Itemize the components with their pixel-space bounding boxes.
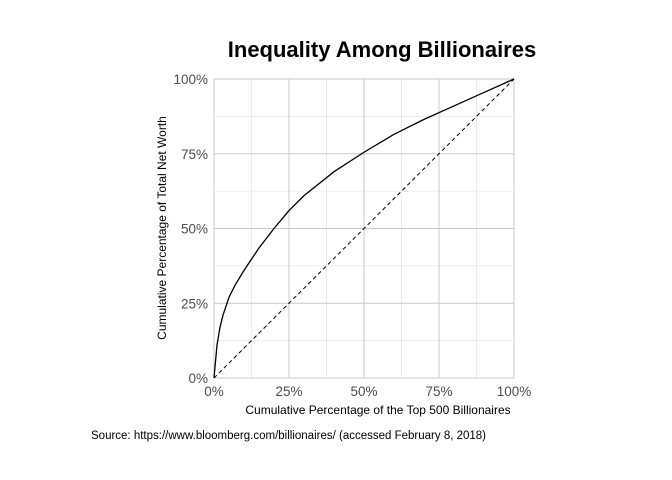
x-tick-label: 100%: [497, 384, 532, 399]
y-axis-ticks: 0% 25% 50% 75% 100%: [173, 72, 208, 386]
chart-title: Inequality Among Billionaires: [228, 37, 536, 62]
x-tick-label: 50%: [350, 384, 377, 399]
series-layer: [213, 78, 515, 379]
y-tick-label: 75%: [181, 147, 208, 162]
equality-line: [213, 78, 515, 379]
source-caption: Source: https://www.bloomberg.com/billio…: [91, 430, 486, 442]
y-tick-label: 50%: [181, 222, 208, 237]
major-gridlines: [213, 78, 515, 379]
x-axis-label: Cumulative Percentage of the Top 500 Bil…: [245, 403, 510, 417]
x-axis-ticks: 0% 25% 50% 75% 100%: [204, 384, 531, 399]
y-tick-label: 100%: [173, 72, 208, 87]
y-tick-label: 0%: [188, 371, 208, 386]
x-tick-label: 25%: [275, 384, 302, 399]
x-tick-label: 0%: [204, 384, 224, 399]
y-tick-label: 25%: [181, 296, 208, 311]
y-axis-label: Cumulative Percentage of Total Net Worth: [155, 116, 169, 340]
x-tick-label: 75%: [425, 384, 452, 399]
lorenz-curve-line: [213, 78, 515, 379]
